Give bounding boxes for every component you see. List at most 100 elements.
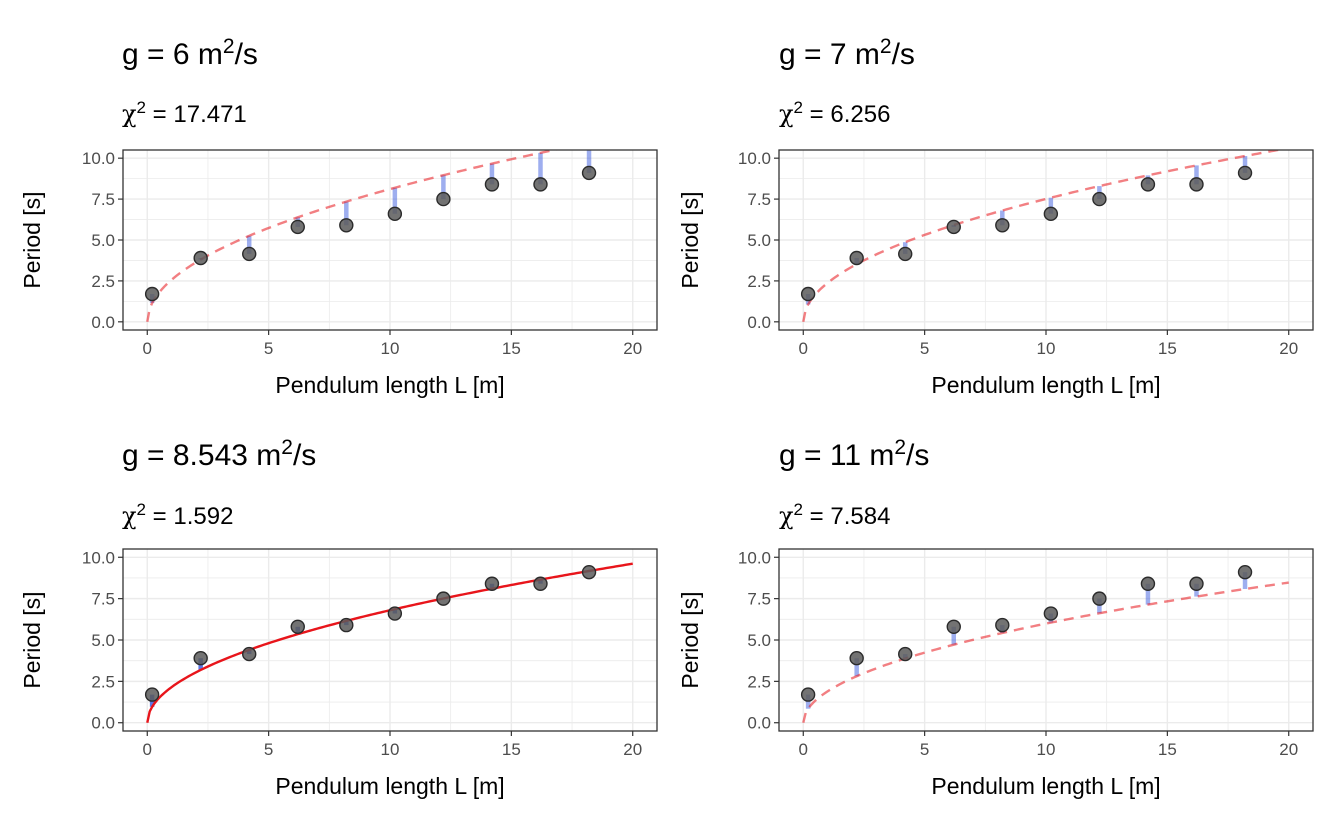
gridlines [779,150,1313,330]
subtitle-symbol: χ [122,100,137,128]
x-tick-label: 10 [381,339,400,358]
data-point [1140,576,1156,591]
data-point [800,687,816,702]
y-tick-label: 2.5 [91,272,115,291]
plot-area [144,562,633,723]
data-point [436,191,451,207]
subtitle-superscript: 2 [137,500,146,519]
y-tick-label: 0.0 [91,714,115,733]
data-point [581,165,597,181]
panel-title: g = 11 m2/s [779,436,929,473]
data-point [242,246,257,262]
y-tick-label: 10.0 [738,149,771,168]
data-point [1189,177,1204,192]
data-point [1189,576,1204,591]
x-axis-title: Pendulum length L [m] [275,773,504,799]
x-tick-label: 15 [1158,740,1177,759]
data-point [339,218,354,233]
x-tick-label: 5 [920,339,929,358]
x-tick-label: 15 [502,339,521,358]
title-suffix: /s [293,439,316,472]
panel-title: g = 8.543 m2/s [122,436,316,473]
title-superscript: 2 [281,436,293,459]
data-point [849,651,864,666]
y-axis: 0.0 2.5 5.0 7.5 10.0 [738,548,779,733]
data-point [242,646,257,662]
data-point [995,218,1010,233]
x-tick-label: 10 [1037,740,1056,759]
y-axis-title: Period [s] [677,191,703,288]
data-point [290,219,305,235]
data-point [800,286,816,302]
subtitle-value: = 1.592 [146,503,233,530]
y-axis-title: Period [s] [677,591,703,688]
x-tick-label: 10 [1037,339,1056,358]
data-point [1092,191,1107,207]
panel-subtitle: χ2 = 17.471 [122,98,247,129]
y-tick-label: 2.5 [91,672,115,691]
subtitle-superscript: 2 [137,98,146,117]
y-tick-label: 0.0 [747,714,771,733]
x-tick-label: 5 [264,740,273,759]
y-tick-label: 10.0 [82,149,115,168]
x-tick-label: 20 [623,339,642,358]
y-axis: 0.0 2.5 5.0 7.5 10.0 [82,149,123,332]
subtitle-symbol: χ [779,100,794,128]
y-tick-label: 5.0 [747,231,771,250]
x-tick-label: 0 [143,740,152,759]
x-tick-label: 20 [623,740,642,759]
gridlines [779,549,1313,731]
fit-curve [802,150,1285,323]
data-point [1043,206,1059,222]
y-tick-label: 5.0 [747,631,771,650]
y-tick-label: 5.0 [91,231,115,250]
data-point [290,619,305,634]
x-axis-title: Pendulum length L [m] [931,372,1160,398]
x-axis: 0 5 10 15 20 [799,330,1298,358]
x-tick-label: 0 [799,339,808,358]
data-point [484,576,500,591]
x-tick-label: 15 [1158,339,1177,358]
title-suffix: /s [906,439,929,472]
y-tick-label: 0.0 [747,313,771,332]
x-tick-label: 20 [1279,740,1298,759]
x-axis-title: Pendulum length L [m] [931,773,1160,799]
title-prefix: g = 8.543 m [122,439,281,472]
title-prefix: g = 6 m [122,38,223,71]
subtitle-symbol: χ [122,502,137,530]
y-tick-label: 5.0 [91,631,115,650]
panel-subtitle: χ2 = 6.256 [779,98,890,129]
gridlines [123,150,657,330]
data-points [144,564,597,702]
data-point [436,591,451,606]
data-points [144,165,597,302]
fit-curve [802,581,1289,724]
data-point [144,286,160,302]
data-points [800,165,1253,302]
data-point [1237,564,1253,580]
data-point [1092,591,1107,606]
x-tick-label: 0 [143,339,152,358]
data-point [946,619,961,634]
panel-title: g = 6 m2/s [122,35,258,72]
data-point [581,564,597,580]
data-point [1043,606,1059,621]
subtitle-superscript: 2 [794,98,803,117]
y-tick-label: 7.5 [91,190,115,209]
data-point [387,606,403,621]
y-tick-label: 7.5 [91,590,115,609]
y-axis: 0.0 2.5 5.0 7.5 10.0 [738,149,779,332]
x-axis: 0 5 10 15 20 [799,731,1298,759]
x-tick-label: 5 [920,740,929,759]
subtitle-value: = 17.471 [146,101,247,128]
title-superscript: 2 [880,35,892,58]
title-prefix: g = 11 m [779,439,894,472]
y-axis-title: Period [s] [19,591,45,688]
data-point [1237,165,1253,181]
x-tick-label: 10 [381,740,400,759]
y-tick-label: 10.0 [82,548,115,567]
